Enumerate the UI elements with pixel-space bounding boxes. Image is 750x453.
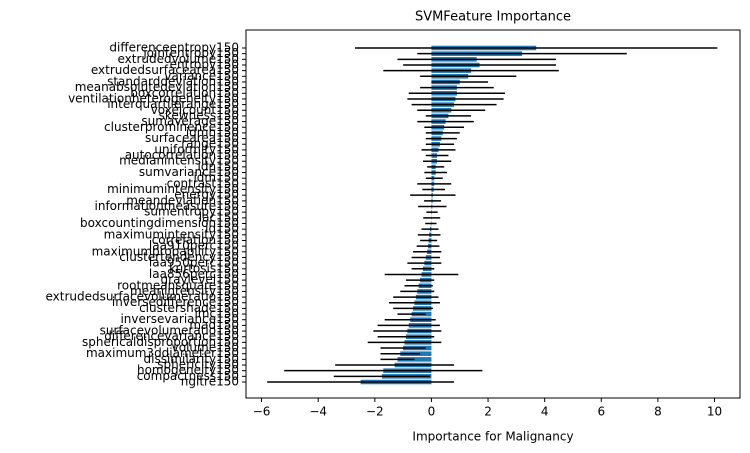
y-tick-label: idmn150	[186, 125, 239, 139]
y-tick-label: sumvariance150	[139, 165, 239, 179]
y-tick-label: uniformity150	[154, 142, 239, 156]
y-tick-label: differenceentropy150	[109, 41, 239, 55]
x-axis-label: Importance for Malignancy	[412, 430, 573, 444]
y-tick-label: ngltre150	[181, 375, 239, 389]
y-tick-label: sumentropy150	[144, 205, 239, 219]
y-tick-label: meanabsolutedeviation150	[75, 80, 239, 94]
y-tick-label: voxelcount150	[151, 103, 239, 117]
x-tick-label: 8	[654, 405, 662, 419]
x-tick-label: 6	[597, 405, 605, 419]
y-tick-label: imc150	[194, 307, 239, 321]
y-tick-label: jointentropy150	[142, 46, 239, 60]
y-tick-label: correlation150	[152, 233, 239, 247]
chart-title: SVMFeature Importance	[415, 10, 571, 25]
y-tick-label: rootmeansquare150	[117, 278, 239, 292]
y-tick-label: laa856perc150	[149, 267, 239, 281]
y-tick-label: mad150	[189, 318, 239, 332]
x-tick-label: 10	[707, 405, 722, 419]
y-tick-label: sphericity150	[157, 358, 239, 372]
plot-frame	[245, 29, 741, 399]
y-tick-label: idn150	[198, 159, 239, 173]
y-tick-label: maximumprobability150	[92, 244, 239, 258]
y-tick-label: laa910perc150	[149, 239, 239, 253]
y-tick-label: skewness150	[159, 108, 239, 122]
y-tick-label: maximum3ddiameter150	[86, 346, 239, 360]
y-tick-label: clustertendency150	[119, 250, 239, 264]
y-tick-label: volume150	[172, 341, 239, 355]
y-tick-label: graylevel150	[161, 273, 239, 287]
x-tick-label: −4	[309, 405, 327, 419]
y-tick-label: informationmeasure150	[95, 199, 240, 213]
y-tick-label: id150	[205, 222, 239, 236]
y-tick-label: clusterprominence150	[104, 120, 239, 134]
y-tick-label: variance150	[164, 69, 239, 83]
x-tick-label: −2	[366, 405, 384, 419]
y-tick-label: extrudedsurfacevolumeratio150	[45, 290, 239, 304]
y-tick-label: dissimilarity150	[144, 352, 239, 366]
y-tick-label: homogeneity150	[137, 363, 239, 377]
y-tick-label: boxcountingdimension150	[80, 216, 239, 230]
y-tick-label: inversedifference150	[112, 295, 239, 309]
y-tick-label: surfacearea150	[145, 131, 239, 145]
y-tick-label: sphericaldisproportion150	[82, 335, 239, 349]
y-tick-label: medianintensity150	[119, 154, 239, 168]
y-tick-label: laa950perc150	[149, 256, 239, 270]
y-tick-label: kurtosis150	[169, 261, 239, 275]
y-tick-label: autocorrelation150	[125, 148, 239, 162]
y-tick-label: surfacevolumeratio150	[100, 324, 239, 338]
y-tick-label: interquartilerange150	[107, 97, 239, 111]
y-tick-label: sumaverage150	[141, 114, 239, 128]
y-tick-label: energy150	[174, 188, 239, 202]
y-tick-label: lac150	[199, 210, 239, 224]
bar	[397, 357, 432, 362]
y-tick-label: boxcorrelation150	[130, 86, 239, 100]
y-tick-label: extrudedsurfacearea150	[91, 63, 239, 77]
x-tick-label: −6	[253, 405, 271, 419]
x-tick-label: 4	[541, 405, 549, 419]
x-tick-label: 0	[428, 405, 436, 419]
y-tick-label: contrast150	[167, 176, 239, 190]
y-tick-label: standarddeviation150	[107, 74, 239, 88]
y-tick-label: extrudedvolume150	[118, 52, 240, 66]
y-tick-label: ventilationheterogeneity150	[68, 91, 239, 105]
y-tick-label: clustershade150	[139, 301, 239, 315]
y-tick-label: maximumintensity150	[104, 227, 239, 241]
y-tick-label: idm150	[193, 171, 239, 185]
y-tick-label: compactness150	[137, 369, 239, 383]
x-tick-label: 2	[484, 405, 492, 419]
y-tick-label: entropy150	[170, 57, 239, 71]
y-tick-label: meandeviation150	[126, 193, 239, 207]
y-tick-label: minimumintensity150	[107, 182, 239, 196]
y-tick-label: meanintensity150	[130, 284, 239, 298]
y-tick-label: inversevariance150	[120, 312, 239, 326]
y-tick-label: differencevariance150	[104, 329, 239, 343]
y-tick-label: range150	[181, 137, 239, 151]
